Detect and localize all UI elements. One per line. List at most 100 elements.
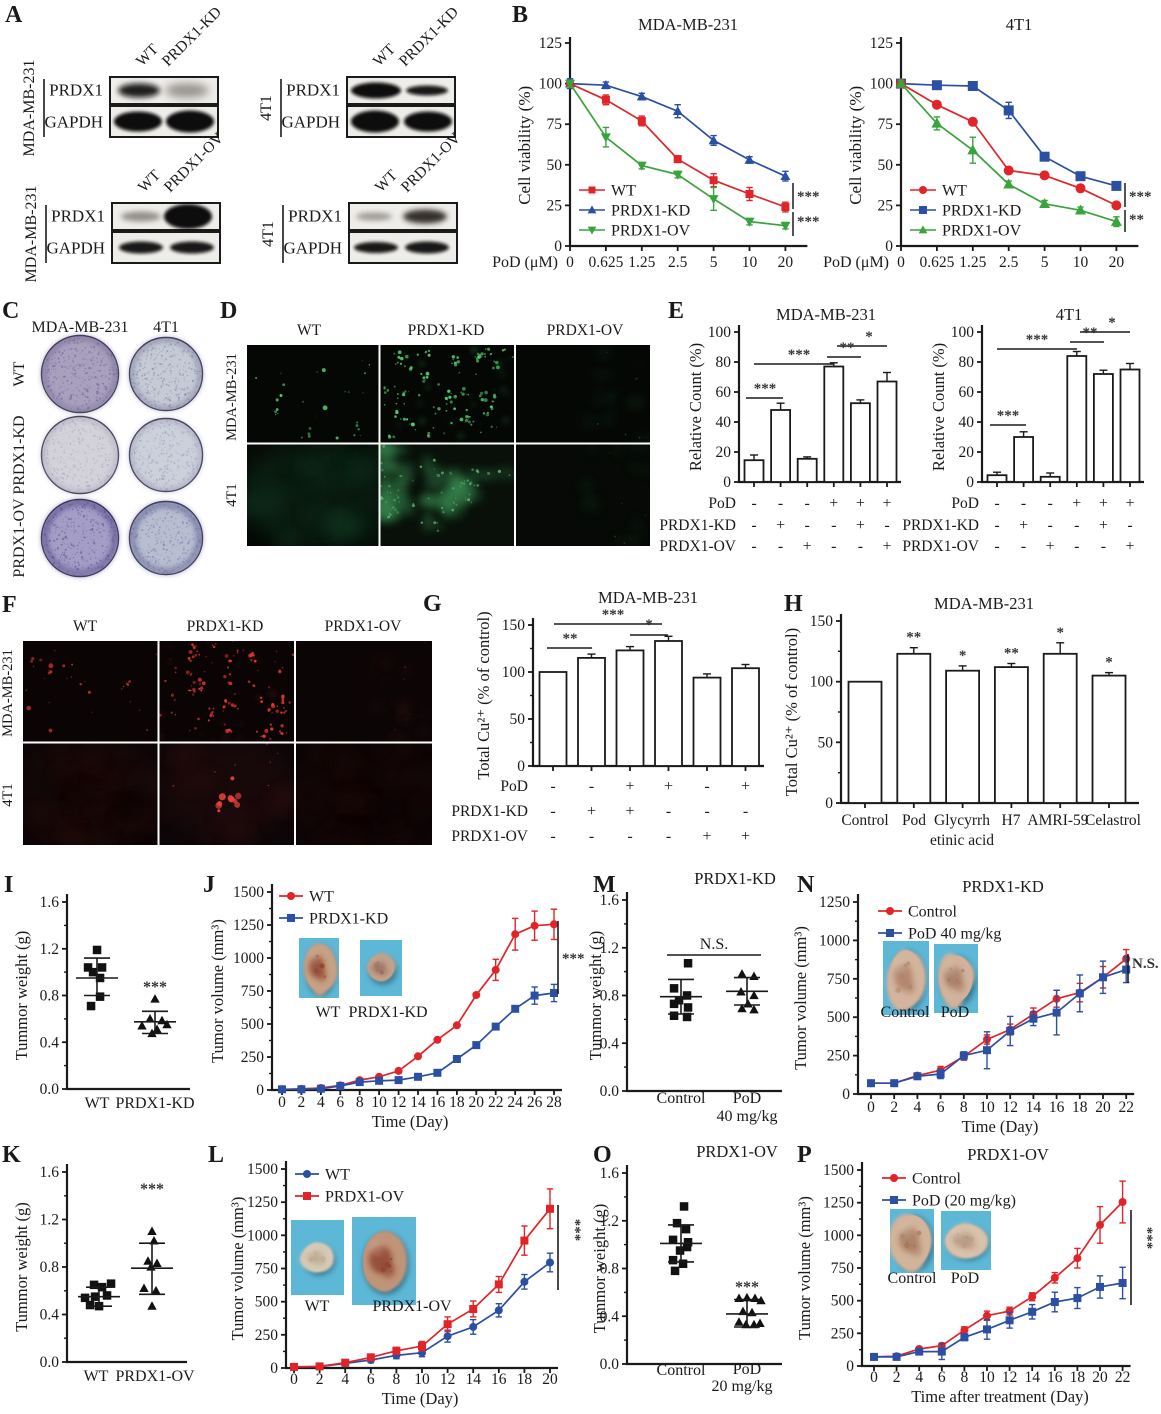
svg-text:0: 0 [867, 1099, 875, 1116]
svg-text:PRDX1-KD: PRDX1-KD [348, 1004, 427, 1021]
svg-text:PRDX1-KD: PRDX1-KD [451, 803, 528, 820]
svg-text:***: *** [797, 189, 820, 205]
svg-text:40 mg/kg: 40 mg/kg [717, 1108, 778, 1125]
svg-text:+: + [741, 778, 750, 795]
svg-text:MDA-MB-231: MDA-MB-231 [638, 15, 738, 34]
svg-text:PoD (μM): PoD (μM) [492, 254, 558, 271]
svg-text:F: F [2, 592, 17, 618]
svg-text:0: 0 [278, 1094, 286, 1111]
svg-text:+: + [1125, 495, 1134, 512]
svg-text:H7: H7 [1002, 812, 1021, 829]
svg-text:PRDX1: PRDX1 [288, 207, 342, 226]
svg-text:PRDX1-KD: PRDX1-KD [115, 1095, 194, 1112]
svg-text:N.S.: N.S. [700, 936, 728, 953]
svg-text:-: - [805, 517, 810, 534]
svg-text:4T1: 4T1 [1056, 305, 1083, 324]
svg-text:I: I [4, 872, 13, 898]
svg-text:**: ** [906, 630, 921, 646]
svg-text:+: + [702, 828, 711, 845]
svg-text:***: *** [143, 979, 167, 996]
svg-text:Control: Control [657, 1090, 706, 1107]
svg-text:18: 18 [1072, 1099, 1088, 1116]
svg-text:2.5: 2.5 [999, 254, 1019, 271]
svg-text:+: + [587, 803, 596, 820]
svg-text:1500: 1500 [247, 1161, 278, 1178]
svg-text:+: + [856, 495, 865, 512]
svg-text:16: 16 [1049, 1099, 1065, 1116]
svg-text:50: 50 [878, 157, 894, 174]
svg-text:PRDX1-OV: PRDX1-OV [547, 322, 624, 339]
svg-text:18: 18 [1070, 1369, 1086, 1386]
svg-text:MDA-MB-231: MDA-MB-231 [0, 649, 16, 737]
svg-text:10: 10 [371, 1094, 387, 1111]
svg-text:25: 25 [878, 197, 894, 214]
svg-text:L: L [208, 1142, 224, 1168]
svg-text:+: + [741, 828, 750, 845]
svg-text:-: - [884, 517, 889, 534]
svg-text:20: 20 [1092, 1369, 1108, 1386]
svg-text:1000: 1000 [823, 1227, 854, 1244]
svg-text:MDA-MB-231: MDA-MB-231 [23, 186, 40, 283]
svg-text:-: - [1048, 517, 1053, 534]
svg-text:Tummor weight (g): Tummor weight (g) [586, 931, 605, 1061]
svg-text:PoD: PoD [951, 1270, 979, 1287]
svg-text:PRDX1-KD: PRDX1-KD [11, 415, 28, 494]
svg-text:+: + [829, 495, 838, 512]
svg-text:10: 10 [414, 1371, 430, 1388]
svg-text:PRDX1-KD: PRDX1-KD [408, 322, 485, 339]
svg-text:-: - [589, 778, 594, 795]
svg-text:J: J [203, 872, 215, 898]
svg-text:PRDX1-KD: PRDX1-KD [942, 203, 1021, 220]
svg-text:MDA-MB-231: MDA-MB-231 [224, 353, 240, 441]
svg-text:2: 2 [316, 1371, 324, 1388]
svg-text:250: 250 [831, 1325, 855, 1342]
svg-text:20: 20 [959, 444, 975, 461]
svg-text:4T1: 4T1 [1006, 15, 1033, 34]
svg-text:**: ** [563, 631, 578, 647]
svg-text:***: *** [788, 347, 811, 363]
svg-text:80: 80 [959, 354, 975, 371]
svg-text:etinic acid: etinic acid [930, 832, 994, 849]
svg-text:H: H [784, 591, 803, 617]
svg-text:***: *** [997, 408, 1020, 424]
svg-text:60: 60 [959, 384, 975, 401]
svg-text:10: 10 [979, 1369, 995, 1386]
svg-text:4: 4 [341, 1371, 349, 1388]
svg-text:Pod: Pod [902, 812, 926, 829]
svg-text:WT: WT [84, 1368, 109, 1385]
svg-text:12: 12 [391, 1094, 407, 1111]
svg-text:12: 12 [1002, 1099, 1018, 1116]
svg-text:PoD: PoD [733, 1090, 761, 1107]
svg-text:-: - [1127, 517, 1132, 534]
svg-text:2: 2 [893, 1369, 901, 1386]
svg-text:10: 10 [979, 1099, 995, 1116]
svg-text:***: *** [602, 607, 625, 623]
svg-text:+: + [803, 538, 812, 555]
svg-text:+: + [882, 495, 891, 512]
svg-text:0.625: 0.625 [588, 254, 623, 271]
svg-text:4T1: 4T1 [0, 783, 16, 806]
svg-text:AMRI-59: AMRI-59 [1027, 812, 1088, 829]
svg-text:PRDX1-KD: PRDX1-KD [187, 618, 264, 635]
svg-text:PRDX1: PRDX1 [49, 81, 103, 100]
svg-text:10: 10 [742, 254, 758, 271]
svg-text:MDA-MB-231: MDA-MB-231 [21, 60, 38, 157]
svg-text:6: 6 [336, 1094, 344, 1111]
svg-text:0.0: 0.0 [40, 1354, 60, 1371]
svg-text:-: - [751, 495, 756, 512]
svg-text:WT: WT [611, 183, 636, 200]
svg-text:-: - [1074, 517, 1079, 534]
svg-text:125: 125 [870, 35, 894, 52]
svg-text:100: 100 [539, 76, 563, 93]
svg-text:WT: WT [11, 361, 28, 386]
svg-text:WT: WT [297, 322, 322, 339]
svg-text:***: *** [567, 1219, 583, 1242]
svg-text:750: 750 [241, 983, 265, 1000]
svg-text:**: ** [1129, 212, 1144, 228]
svg-text:MDA-MB-231: MDA-MB-231 [598, 588, 698, 607]
svg-text:60: 60 [716, 384, 732, 401]
svg-text:+: + [776, 517, 785, 534]
svg-text:PRDX1-OV: PRDX1-OV [902, 538, 979, 555]
svg-text:***: *** [140, 1181, 164, 1198]
svg-text:PoD: PoD [500, 778, 528, 795]
